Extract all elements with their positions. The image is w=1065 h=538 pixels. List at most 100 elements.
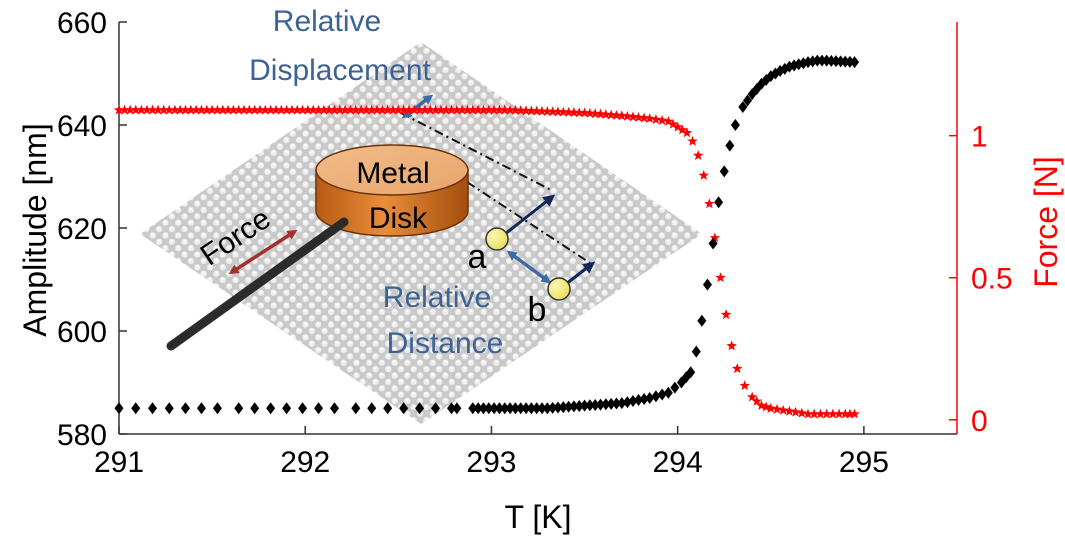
force-marker — [361, 104, 372, 115]
force-marker — [633, 111, 644, 122]
amplitude-marker — [521, 402, 531, 415]
force-marker — [313, 104, 324, 115]
force-marker — [334, 104, 346, 115]
force-marker — [672, 121, 683, 132]
force-marker — [531, 105, 542, 116]
force-marker — [196, 104, 207, 115]
force-marker — [355, 104, 367, 115]
force-marker — [446, 104, 457, 115]
amplitude-marker — [447, 402, 457, 415]
force-marker — [467, 104, 479, 115]
force-marker — [190, 104, 202, 115]
amplitude-marker — [743, 94, 752, 107]
force-marker — [815, 408, 826, 419]
amplitude-marker — [812, 54, 822, 67]
force-marker — [827, 408, 839, 419]
amplitude-marker — [670, 381, 680, 394]
force-marker — [809, 408, 820, 419]
force-marker — [456, 104, 468, 115]
force-marker — [393, 104, 404, 115]
force-marker — [387, 104, 399, 115]
force-marker — [756, 400, 767, 411]
force-marker — [536, 105, 548, 116]
x-tick-label: 293 — [466, 446, 516, 479]
amplitude-marker — [708, 237, 718, 250]
force-marker — [206, 104, 218, 115]
force-marker — [771, 403, 783, 414]
amplitude-marker — [601, 398, 611, 411]
amplitude-marker — [850, 56, 860, 69]
force-marker — [760, 401, 772, 412]
force-marker — [589, 108, 601, 119]
force-marker — [174, 104, 186, 115]
amplitude-marker — [431, 402, 441, 415]
amplitude-marker — [663, 386, 673, 399]
amplitude-marker — [553, 401, 563, 414]
force-marker — [339, 104, 351, 115]
force-marker — [732, 363, 743, 374]
x-tick-label: 294 — [653, 446, 703, 479]
force-marker — [292, 104, 303, 115]
amplitude-marker — [645, 391, 655, 404]
x-tick-label: 295 — [839, 446, 889, 479]
metal-label: Metal — [356, 157, 429, 190]
amplitude-marker — [558, 401, 568, 414]
force-marker — [222, 104, 234, 115]
amplitude-marker — [510, 402, 520, 415]
force-marker — [709, 232, 721, 243]
force-marker — [478, 104, 489, 115]
amplitude-marker — [516, 402, 526, 415]
y2-tick-label: 0 — [971, 405, 988, 438]
y2-axis-label: Force [N] — [1028, 156, 1064, 288]
force-marker — [515, 104, 526, 115]
force-marker — [692, 150, 704, 160]
amplitude-marker — [489, 402, 499, 415]
amplitude-series — [114, 54, 860, 415]
amplitude-marker — [250, 402, 260, 415]
force-marker — [600, 109, 612, 119]
amplitude-marker — [691, 345, 701, 358]
force-marker — [777, 404, 789, 415]
amplitude-marker — [719, 165, 729, 178]
point-b-marker — [547, 277, 571, 301]
force-marker — [147, 104, 158, 115]
force-marker — [377, 104, 388, 115]
force-marker — [350, 104, 361, 115]
force-marker — [169, 104, 181, 115]
amplitude-marker — [817, 54, 827, 67]
force-marker — [765, 402, 777, 413]
amplitude-marker — [564, 400, 574, 413]
force-marker — [425, 104, 436, 115]
amplitude-marker — [505, 402, 515, 415]
amplitude-marker — [399, 402, 409, 415]
force-marker — [472, 104, 484, 115]
force-marker — [451, 104, 463, 115]
x-tick-label: 291 — [94, 446, 144, 479]
force-marker — [297, 104, 308, 115]
force-marker — [784, 405, 795, 416]
force-marker — [681, 127, 693, 138]
force-marker — [552, 106, 564, 117]
force-marker — [228, 104, 239, 115]
x-ticks: 291 292 293 294 295 — [94, 426, 889, 479]
force-marker — [802, 408, 814, 419]
force-marker — [483, 104, 495, 115]
force-marker — [611, 109, 622, 120]
force-marker — [201, 104, 213, 115]
force-marker — [558, 106, 569, 117]
force-marker — [638, 112, 650, 123]
force-marker — [141, 104, 153, 115]
force-marker — [152, 104, 164, 115]
y-tick-label: 580 — [57, 419, 107, 452]
force-marker — [382, 104, 393, 115]
force-marker — [136, 104, 147, 115]
force-marker — [739, 380, 750, 391]
disk-label: Disk — [369, 202, 428, 235]
x-tick-label: 292 — [280, 446, 330, 479]
amplitude-marker — [569, 400, 579, 413]
force-marker — [568, 107, 580, 117]
force-marker — [238, 104, 250, 115]
amplitude-marker — [730, 119, 740, 131]
y-tick-label: 640 — [57, 110, 107, 143]
amplitude-marker — [537, 402, 547, 415]
